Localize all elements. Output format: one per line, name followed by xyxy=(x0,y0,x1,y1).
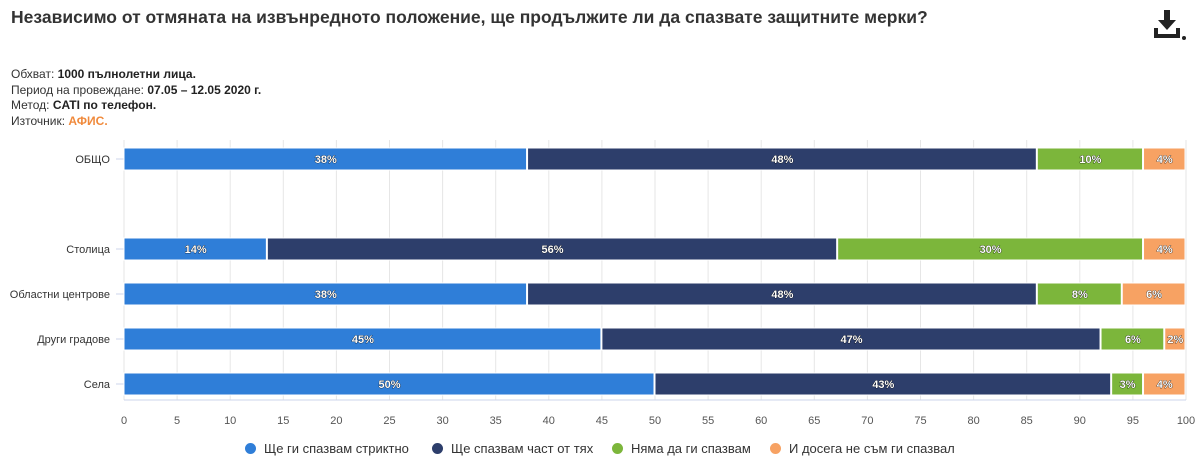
x-tick-label: 60 xyxy=(755,415,767,427)
x-tick-label: 20 xyxy=(330,415,342,427)
meta-period: Период на провеждане: 07.05 – 12.05 2020… xyxy=(11,83,261,99)
bar-segment xyxy=(1143,237,1186,261)
x-tick-label: 5 xyxy=(174,415,180,427)
data-label: 48% xyxy=(771,289,793,301)
x-tick-label: 30 xyxy=(436,415,448,427)
data-label: 6% xyxy=(1125,334,1141,346)
x-tick-label: 55 xyxy=(702,415,714,427)
x-tick-label: 45 xyxy=(596,415,608,427)
x-tick-label: 75 xyxy=(914,415,926,427)
bar-segment xyxy=(123,327,602,351)
x-tick-label: 35 xyxy=(490,415,502,427)
legend-marker xyxy=(770,443,781,454)
bar-segment xyxy=(601,327,1101,351)
meta-source-label: Източник: xyxy=(11,113,66,128)
x-tick-label: 15 xyxy=(277,415,289,427)
bar-segment xyxy=(1164,327,1186,351)
data-label: 30% xyxy=(980,244,1002,256)
chart-title: Независимо от отмяната на извънредното п… xyxy=(11,7,928,27)
legend-marker xyxy=(432,443,443,454)
meta-period-value: 07.05 – 12.05 2020 г. xyxy=(147,82,262,97)
legend-label: Ще ги спазвам стриктно xyxy=(264,441,409,456)
data-label: 56% xyxy=(542,244,564,256)
data-label: 8% xyxy=(1072,289,1088,301)
data-label: 3% xyxy=(1120,379,1136,391)
download-button[interactable] xyxy=(1153,8,1189,42)
category-label: Областни центрове xyxy=(10,289,110,301)
x-tick-label: 100 xyxy=(1177,415,1195,427)
data-label: 50% xyxy=(378,379,400,391)
bar-segment xyxy=(1121,282,1186,306)
data-label: 38% xyxy=(315,154,337,166)
x-tick-label: 40 xyxy=(543,415,555,427)
legend-item[interactable]: Няма да ги спазвам xyxy=(612,441,751,456)
meta-method: Метод: CATI по телефон. xyxy=(11,98,261,114)
bar-segment xyxy=(1036,282,1122,306)
legend-marker xyxy=(612,443,623,454)
category-label: Столица xyxy=(66,244,111,256)
data-label: 45% xyxy=(352,334,374,346)
meta-source: Източник: АФИС. xyxy=(11,114,261,130)
data-label: 10% xyxy=(1079,154,1101,166)
legend-item[interactable]: И досега не съм ги спазвал xyxy=(770,441,955,456)
bar-segment xyxy=(1143,147,1186,171)
x-tick-label: 50 xyxy=(649,415,661,427)
data-label: 14% xyxy=(185,244,207,256)
legend-item[interactable]: Ще спазвам част от тях xyxy=(432,441,593,456)
data-label: 48% xyxy=(771,154,793,166)
bar-segment xyxy=(1111,372,1144,396)
x-tick-label: 70 xyxy=(861,415,873,427)
stacked-bar-chart: 0 5 10 15 20 25 30 35 40 45 50 55 60 65 70 75 80 85 90 95 10… xyxy=(10,140,1195,427)
data-label: 4% xyxy=(1157,379,1173,391)
x-tick-label: 90 xyxy=(1074,415,1086,427)
bar-segment xyxy=(1143,372,1186,396)
legend-label: Ще спазвам част от тях xyxy=(451,441,594,456)
bar-segment xyxy=(123,237,267,261)
data-label: 38% xyxy=(315,289,337,301)
x-tick-label: 0 xyxy=(121,415,127,427)
meta-source-value: АФИС. xyxy=(68,113,108,128)
meta-method-value: CATI по телефон. xyxy=(52,98,157,112)
x-tick-label: 10 xyxy=(224,415,236,427)
x-tick-label: 80 xyxy=(967,415,979,427)
data-label: 4% xyxy=(1157,244,1173,256)
meta-coverage-label: Обхват: xyxy=(11,67,55,81)
legend-item[interactable]: Ще ги спазвам стриктно xyxy=(245,441,409,456)
category-label: Села xyxy=(84,379,111,391)
bar-segment xyxy=(654,372,1112,396)
bar-segment xyxy=(1100,327,1165,351)
meta-period-label: Период на провеждане: xyxy=(11,82,145,97)
meta-method-label: Метод: xyxy=(11,98,50,112)
survey-meta: Обхват: 1000 пълнолетни лица. Период на … xyxy=(11,67,261,129)
data-label: 43% xyxy=(872,379,894,391)
bar-segment xyxy=(266,237,838,261)
category-label: Други градове xyxy=(37,334,110,346)
x-tick-label: 85 xyxy=(1021,415,1033,427)
meta-coverage-value: 1000 пълнолетни лица. xyxy=(57,67,196,81)
data-label: 47% xyxy=(840,334,862,346)
bar-segment xyxy=(1036,147,1144,171)
category-label: ОБЩО xyxy=(75,154,110,166)
x-tick-label: 95 xyxy=(1127,415,1139,427)
chart-legend: Ще ги спазвам стриктно Ще спазвам част от… xyxy=(0,441,1197,463)
legend-marker xyxy=(245,443,256,454)
bar-segment xyxy=(123,372,655,396)
bar-segment xyxy=(123,282,528,306)
x-tick-label: 25 xyxy=(383,415,395,427)
bar-segment xyxy=(527,147,1037,171)
download-icon xyxy=(1154,10,1186,40)
x-tick-label: 65 xyxy=(808,415,820,427)
data-label: 2% xyxy=(1167,334,1183,346)
data-label: 4% xyxy=(1157,154,1173,166)
data-label: 6% xyxy=(1146,289,1162,301)
legend-label: Няма да ги спазвам xyxy=(631,441,751,456)
legend-label: И досега не съм ги спазвал xyxy=(789,441,955,456)
meta-coverage: Обхват: 1000 пълнолетни лица. xyxy=(11,67,261,83)
bar-segment xyxy=(527,282,1037,306)
bar-segment xyxy=(123,147,528,171)
bar-segment xyxy=(837,237,1144,261)
